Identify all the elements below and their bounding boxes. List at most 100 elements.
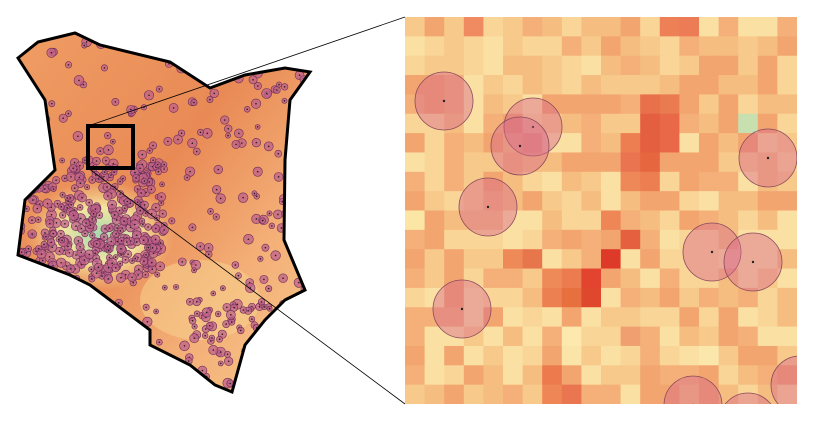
sample-point bbox=[52, 264, 54, 267]
sample-point bbox=[180, 132, 183, 134]
raster-cell bbox=[601, 268, 622, 289]
sample-point bbox=[161, 212, 164, 215]
sample-point bbox=[31, 219, 33, 221]
sample-buffer bbox=[261, 46, 271, 56]
sample-buffer bbox=[18, 262, 25, 272]
sample-point bbox=[205, 328, 207, 330]
sample-point bbox=[219, 362, 222, 365]
sample-point bbox=[124, 273, 127, 276]
sample-point bbox=[265, 50, 267, 53]
sample-point bbox=[154, 227, 157, 230]
raster-cell bbox=[757, 17, 778, 37]
sample-point bbox=[50, 274, 52, 277]
raster-cell bbox=[405, 229, 426, 250]
sample-point bbox=[27, 172, 29, 174]
sample-point bbox=[86, 186, 88, 189]
sample-buffer bbox=[253, 54, 260, 61]
raster-cell bbox=[738, 365, 759, 386]
sample-buffer bbox=[61, 303, 70, 312]
sample-buffer bbox=[18, 230, 19, 238]
raster-cell bbox=[718, 384, 739, 404]
sample-buffer bbox=[111, 325, 119, 334]
sample-point bbox=[80, 251, 83, 254]
raster-cell bbox=[757, 94, 778, 115]
raster-cell bbox=[718, 152, 739, 173]
sample-point bbox=[77, 240, 80, 242]
sample-point bbox=[215, 216, 218, 218]
sample-point bbox=[140, 192, 142, 194]
sample-point bbox=[255, 56, 258, 59]
raster-cell bbox=[444, 345, 465, 366]
raster-cell bbox=[679, 133, 700, 153]
raster-cell bbox=[640, 75, 661, 95]
sample-point bbox=[41, 259, 44, 262]
raster-cell bbox=[777, 326, 797, 347]
sample-point bbox=[255, 141, 258, 144]
raster-cell bbox=[620, 133, 641, 153]
raster-cell bbox=[405, 152, 426, 173]
sample-point bbox=[152, 144, 154, 147]
sample-point bbox=[70, 176, 72, 178]
sample-point bbox=[246, 108, 249, 111]
raster-cell bbox=[522, 229, 543, 250]
raster-cell bbox=[463, 94, 484, 115]
sample-point bbox=[65, 307, 68, 309]
sample-buffer bbox=[257, 344, 266, 353]
raster-cell bbox=[405, 249, 426, 270]
sample-point bbox=[101, 275, 103, 277]
raster-cell bbox=[581, 345, 602, 366]
raster-cell bbox=[405, 191, 426, 211]
raster-cell bbox=[503, 287, 524, 308]
sample-point bbox=[106, 245, 109, 248]
sample-point bbox=[264, 246, 267, 249]
raster-cell bbox=[679, 229, 700, 250]
sample-buffer bbox=[40, 158, 49, 168]
sample-point bbox=[18, 195, 20, 197]
raster-cell bbox=[777, 307, 797, 328]
sample-point bbox=[122, 177, 124, 180]
sample-point bbox=[277, 152, 280, 155]
raster-cell bbox=[522, 268, 543, 289]
sample-point bbox=[283, 86, 286, 88]
sample-point bbox=[159, 265, 161, 268]
raster-cell bbox=[738, 55, 759, 76]
sample-point bbox=[283, 47, 285, 49]
sample-point bbox=[139, 209, 141, 212]
sample-point bbox=[79, 182, 82, 185]
sample-buffer bbox=[79, 366, 88, 374]
sample-point bbox=[146, 320, 149, 323]
raster-cell bbox=[503, 326, 524, 347]
sample-point bbox=[254, 345, 256, 347]
raster-cell bbox=[483, 133, 504, 153]
sample-buffer bbox=[154, 48, 164, 58]
raster-cell bbox=[620, 307, 641, 328]
sample-point bbox=[19, 209, 22, 212]
raster-cell bbox=[620, 171, 641, 192]
raster-cell bbox=[463, 210, 484, 231]
sample-point bbox=[136, 188, 139, 190]
sample-point bbox=[31, 333, 33, 335]
raster-cell bbox=[483, 75, 504, 95]
raster-cell bbox=[640, 55, 661, 76]
country-map bbox=[18, 33, 310, 392]
sample-point bbox=[267, 145, 270, 148]
sample-point bbox=[85, 41, 88, 43]
raster-cell bbox=[757, 345, 778, 366]
raster-cell bbox=[483, 307, 504, 328]
sample-point bbox=[142, 239, 145, 242]
sample-buffer bbox=[278, 322, 285, 329]
raster-cell bbox=[659, 94, 680, 115]
sample-point bbox=[62, 117, 64, 120]
raster-cell bbox=[757, 326, 778, 347]
sample-point bbox=[148, 149, 151, 152]
raster-cell bbox=[542, 229, 563, 250]
raster-cell bbox=[659, 55, 680, 76]
sample-point bbox=[275, 48, 277, 51]
sample-point bbox=[274, 381, 277, 383]
sample-point bbox=[73, 295, 75, 298]
raster-cell bbox=[424, 113, 445, 134]
raster-cell bbox=[424, 36, 445, 57]
sample-point bbox=[265, 366, 268, 368]
sample-point bbox=[271, 225, 273, 227]
